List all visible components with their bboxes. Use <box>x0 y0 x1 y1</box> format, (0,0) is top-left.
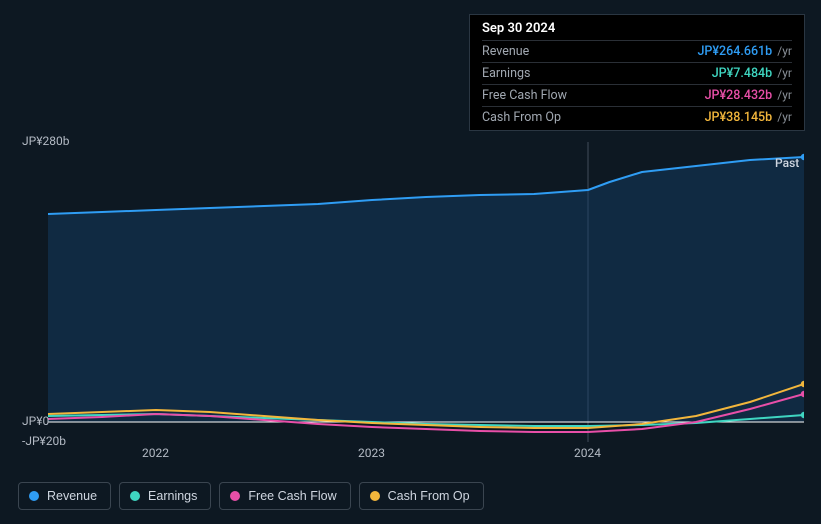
y-axis-label: JP¥280b <box>22 134 69 148</box>
legend-swatch <box>230 491 240 501</box>
tooltip-row-earnings: Earnings JP¥7.484b /yr <box>482 62 792 84</box>
chart-tooltip: Sep 30 2024 Revenue JP¥264.661b /yr Earn… <box>469 14 805 131</box>
x-axis-label: 2022 <box>142 446 169 460</box>
x-axis-label: 2024 <box>574 446 601 460</box>
legend-item-revenue[interactable]: Revenue <box>18 482 111 510</box>
financial-chart: Sep 30 2024 Revenue JP¥264.661b /yr Earn… <box>0 0 821 524</box>
tooltip-value: JP¥7.484b /yr <box>712 66 792 81</box>
tooltip-value: JP¥28.432b /yr <box>705 88 792 103</box>
tooltip-value: JP¥264.661b /yr <box>697 44 792 59</box>
past-label: Past <box>775 156 799 170</box>
tooltip-label: Cash From Op <box>482 110 561 125</box>
tooltip-row-cfo: Cash From Op JP¥38.145b /yr <box>482 106 792 128</box>
plot-area[interactable]: JP¥280bJP¥0-JP¥20b202220232024Past <box>18 130 804 442</box>
legend-swatch <box>130 491 140 501</box>
legend-swatch <box>29 491 39 501</box>
legend-item-fcf[interactable]: Free Cash Flow <box>219 482 350 510</box>
y-axis-label: JP¥0 <box>22 414 49 428</box>
legend: Revenue Earnings Free Cash Flow Cash Fro… <box>18 482 484 510</box>
legend-item-cfo[interactable]: Cash From Op <box>359 482 484 510</box>
legend-label: Revenue <box>47 489 97 503</box>
legend-item-earnings[interactable]: Earnings <box>119 482 211 510</box>
plot-canvas <box>48 142 804 442</box>
tooltip-label: Free Cash Flow <box>482 88 567 103</box>
legend-swatch <box>370 491 380 501</box>
tooltip-row-fcf: Free Cash Flow JP¥28.432b /yr <box>482 84 792 106</box>
x-axis-label: 2023 <box>358 446 385 460</box>
legend-label: Earnings <box>148 489 197 503</box>
tooltip-date: Sep 30 2024 <box>482 21 792 40</box>
tooltip-label: Revenue <box>482 44 529 59</box>
legend-label: Free Cash Flow <box>248 489 336 503</box>
tooltip-value: JP¥38.145b /yr <box>705 110 792 125</box>
tooltip-row-revenue: Revenue JP¥264.661b /yr <box>482 40 792 62</box>
y-axis-label: -JP¥20b <box>22 434 66 448</box>
legend-label: Cash From Op <box>388 489 470 503</box>
tooltip-label: Earnings <box>482 66 530 81</box>
